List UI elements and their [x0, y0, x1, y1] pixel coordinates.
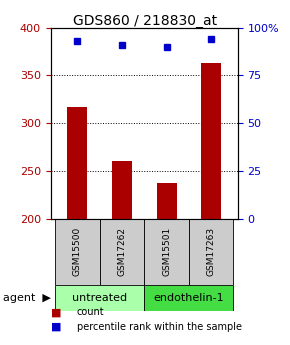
Text: GSM17262: GSM17262 — [117, 227, 126, 276]
Bar — [68, 107, 88, 219]
Text: ■: ■ — [51, 322, 61, 332]
Text: percentile rank within the sample: percentile rank within the sample — [77, 322, 242, 332]
Bar — [189, 219, 233, 285]
Bar — [112, 161, 132, 219]
Text: GSM17263: GSM17263 — [206, 227, 215, 276]
Text: untreated: untreated — [72, 293, 127, 303]
Bar — [201, 63, 221, 219]
Text: ■: ■ — [51, 307, 61, 317]
Text: agent  ▶: agent ▶ — [3, 293, 51, 303]
Bar — [144, 219, 189, 285]
Text: GSM15501: GSM15501 — [162, 227, 171, 276]
Text: count: count — [77, 307, 104, 317]
Bar — [100, 219, 144, 285]
Text: GDS860 / 218830_at: GDS860 / 218830_at — [73, 14, 217, 28]
Bar — [55, 285, 144, 310]
Bar — [55, 219, 100, 285]
Text: endothelin-1: endothelin-1 — [153, 293, 224, 303]
Text: GSM15500: GSM15500 — [73, 227, 82, 276]
Bar — [144, 285, 233, 310]
Bar — [157, 183, 177, 219]
